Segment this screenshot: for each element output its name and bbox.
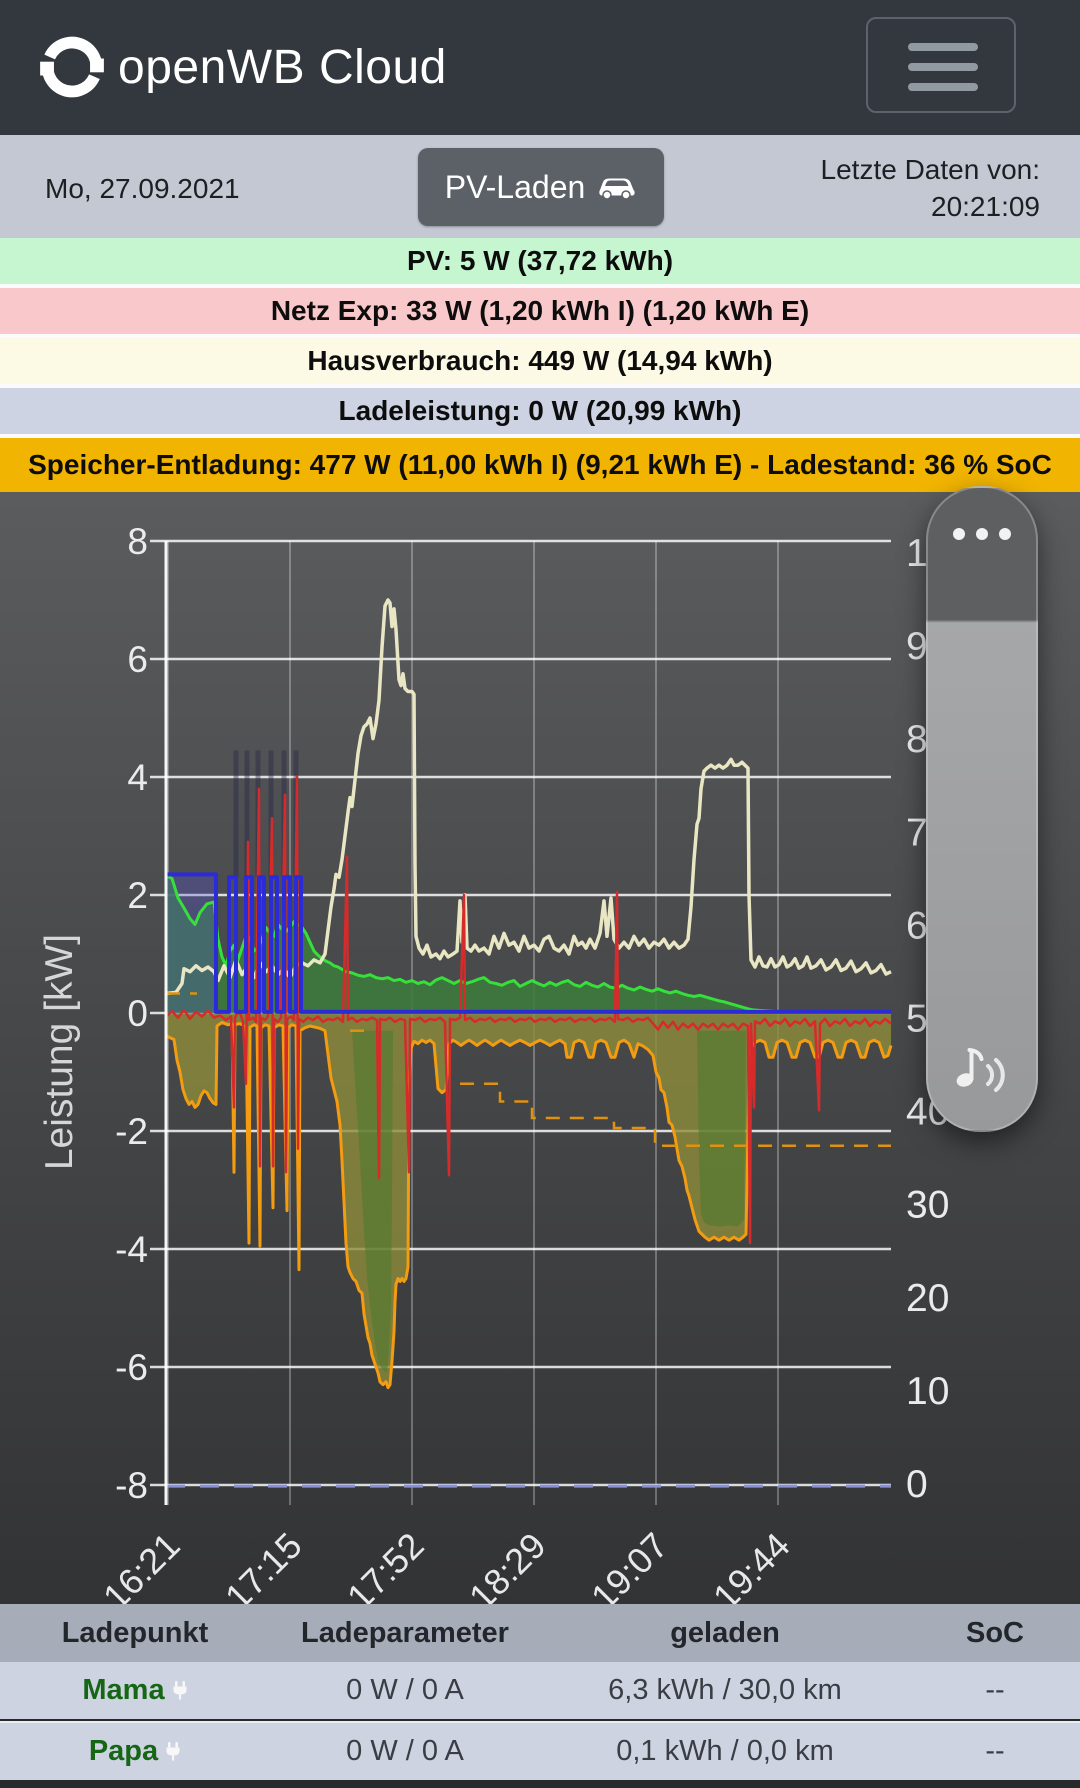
soc-value: --: [985, 1674, 1005, 1706]
status-bar-hausverbrauch: Hausverbrauch: 449 W (14,94 kWh): [0, 338, 1080, 384]
status-header-bar: Mo, 27.09.2021 PV-Laden Letzte Daten von…: [0, 135, 1080, 238]
axis-tick-label: -6: [115, 1347, 148, 1388]
current-date: Mo, 27.09.2021: [45, 173, 240, 204]
axis-tick-label: 17:15: [217, 1525, 310, 1604]
power-chart-area[interactable]: 86420-2-4-6-8100908070605040302010016:21…: [0, 492, 1080, 1617]
charged-energy: 6,3 kWh / 30,0 km: [608, 1674, 842, 1706]
axis-tick-label: 0: [906, 1463, 928, 1506]
axis-tick-label: 17:52: [339, 1525, 432, 1604]
status-bar-netz-label: Netz Exp: 33 W (1,20 kWh I) (1,20 kWh E): [270, 295, 810, 326]
column-header: SoC: [966, 1616, 1024, 1649]
axis-tick-label: 2: [127, 875, 148, 916]
page-title: openWB Cloud: [118, 41, 447, 94]
axis-tick-label: 18:29: [461, 1525, 554, 1604]
chargepoint-name-link[interactable]: Papa: [89, 1735, 181, 1768]
chargepoint-name-link[interactable]: Mama: [82, 1674, 187, 1707]
axis-tick-label: -2: [115, 1111, 148, 1152]
last-data-label: Letzte Daten von:: [820, 154, 1040, 185]
axis-tick-label: -4: [115, 1229, 148, 1270]
status-bar-pv-label: PV: 5 W (37,72 kWh): [406, 245, 674, 276]
charged-energy: 0,1 kWh / 0,0 km: [616, 1735, 834, 1767]
table-header-row: Ladepunkt Ladeparameter geladen SoC: [0, 1604, 1080, 1662]
chargepoint-table: Ladepunkt Ladeparameter geladen SoC Mama 0 W …: [0, 1604, 1080, 1780]
charge-mode-label: PV-Laden: [444, 168, 586, 205]
axis-tick-label: -8: [115, 1465, 148, 1506]
power-chart-svg: 86420-2-4-6-8100908070605040302010016:21…: [38, 521, 971, 1617]
column-header: geladen: [670, 1616, 780, 1649]
hamburger-menu-button[interactable]: [866, 17, 1016, 113]
axis-tick-label: 10: [906, 1370, 949, 1413]
axis-tick-label: 30: [906, 1184, 949, 1227]
last-data-time: 20:21:09: [931, 191, 1040, 222]
three-dots-icon: [953, 528, 965, 540]
chargepoint-row: Mama 0 W / 0 A 6,3 kWh / 30,0 km --: [0, 1662, 1080, 1719]
column-header: Ladeparameter: [301, 1616, 509, 1649]
status-bar-ladeleistung-label: Ladeleistung: 0 W (20,99 kWh): [338, 395, 742, 426]
status-bar-hausverbrauch-label: Hausverbrauch: 449 W (14,94 kWh): [307, 345, 773, 376]
volume-more-options-button[interactable]: [928, 528, 1036, 540]
chargepoint-row: Papa 0 W / 0 A 0,1 kWh / 0,0 km --: [0, 1721, 1080, 1780]
plug-icon: [173, 1680, 187, 1699]
axis-tick-label: 20: [906, 1277, 949, 1320]
soc-value: --: [985, 1735, 1005, 1767]
axis-tick-label: 4: [127, 757, 148, 798]
last-data-info: Letzte Daten von: 20:21:09: [821, 151, 1040, 225]
openwb-logo-icon: [40, 36, 104, 98]
status-bar-ladeleistung: Ladeleistung: 0 W (20,99 kWh): [0, 388, 1080, 434]
status-bar-speicher-label: Speicher-Entladung: 477 W (11,00 kWh I) …: [28, 449, 1052, 480]
axis-tick-label: 6: [127, 639, 148, 680]
y-axis-label: Leistung [kW]: [38, 934, 81, 1170]
charge-parameters: 0 W / 0 A: [346, 1674, 464, 1706]
status-bar-netz: Netz Exp: 33 W (1,20 kWh I) (1,20 kWh E): [0, 288, 1080, 334]
hamburger-icon: [908, 43, 978, 51]
media-volume-icon: [956, 1048, 1005, 1092]
axis-tick-label: 0: [127, 993, 148, 1034]
car-icon: [599, 178, 635, 200]
volume-slider[interactable]: [926, 486, 1038, 1132]
axis-tick-label: 8: [127, 521, 148, 562]
charge-mode-button[interactable]: PV-Laden: [418, 148, 664, 226]
plug-icon: [166, 1741, 180, 1760]
status-bar-pv: PV: 5 W (37,72 kWh): [0, 238, 1080, 284]
axis-tick-label: 19:44: [705, 1525, 798, 1604]
column-header: Ladepunkt: [61, 1616, 209, 1649]
axis-tick-label: 16:21: [95, 1525, 188, 1604]
charge-parameters: 0 W / 0 A: [346, 1735, 464, 1767]
app-header: openWB Cloud: [0, 0, 1080, 135]
status-bar-speicher: Speicher-Entladung: 477 W (11,00 kWh I) …: [0, 438, 1080, 492]
axis-tick-label: 19:07: [583, 1525, 676, 1604]
power-status-bars: PV: 5 W (37,72 kWh) Netz Exp: 33 W (1,20 …: [0, 238, 1080, 492]
